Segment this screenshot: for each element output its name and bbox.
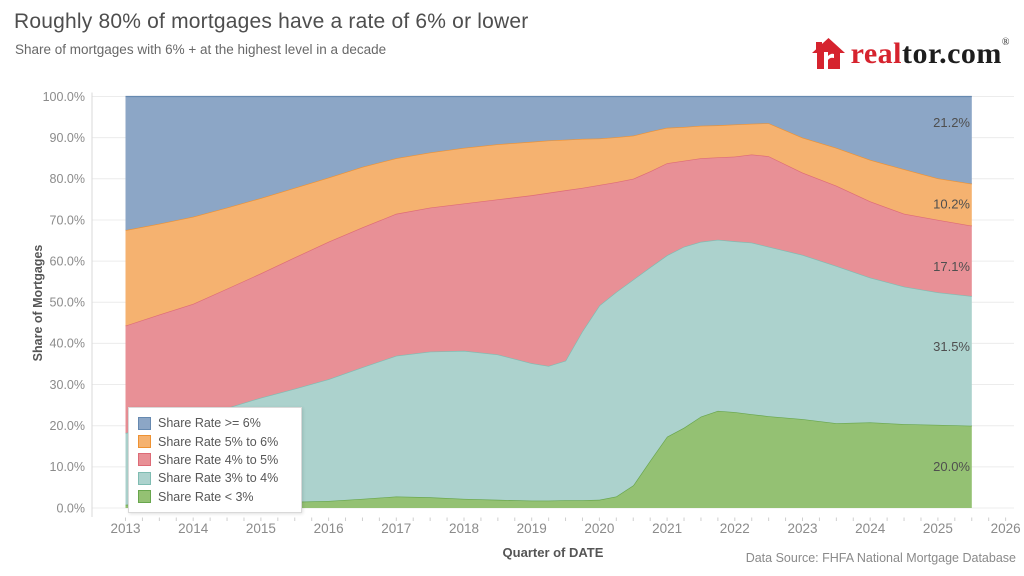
- legend-label: Share Rate 5% to 6%: [158, 434, 279, 449]
- y-tick-label: 10.0%: [50, 460, 85, 474]
- legend-label: Share Rate >= 6%: [158, 416, 261, 431]
- legend-item-share-rate-3-to-4[interactable]: Share Rate 3% to 4%: [138, 469, 291, 487]
- end-label-share-rate-5-to-6: 10.2%: [933, 197, 970, 212]
- x-tick-label: 2022: [720, 521, 750, 536]
- x-tick-label: 2016: [314, 521, 344, 536]
- realtor-logo[interactable]: realtor.com®: [811, 37, 1010, 70]
- x-tick-label: 2020: [584, 521, 614, 536]
- y-tick-label: 30.0%: [50, 378, 85, 392]
- legend-label: Share Rate < 3%: [158, 489, 254, 504]
- x-tick-label: 2017: [381, 521, 411, 536]
- area-share-rate-3-to-4[interactable]: [125, 239, 972, 505]
- legend-item-share-rate-3[interactable]: Share Rate < 3%: [138, 488, 291, 506]
- area-share-rate-5-to-6[interactable]: [125, 123, 972, 326]
- legend-label: Share Rate 4% to 5%: [158, 452, 279, 467]
- x-tick-label: 2021: [652, 521, 682, 536]
- x-axis-title: Quarter of DATE: [502, 545, 604, 560]
- y-tick-label: 20.0%: [50, 419, 85, 433]
- legend-swatch-icon: [138, 490, 151, 504]
- legend-swatch-icon: [138, 435, 151, 449]
- x-tick-label: 2024: [855, 521, 886, 536]
- y-tick-label: 100.0%: [43, 90, 85, 104]
- y-axis-title: Share of Mortgages: [31, 244, 45, 362]
- legend-item-share-rate-5-to-6[interactable]: Share Rate 5% to 6%: [138, 432, 291, 450]
- x-tick-label: 2025: [923, 521, 953, 536]
- end-label-share-rate-3: 20.0%: [933, 459, 970, 474]
- end-label-share-rate-3-to-4: 31.5%: [933, 339, 970, 354]
- house-icon: [811, 38, 845, 69]
- x-tick-label: 2023: [787, 521, 817, 536]
- legend-item-share-rate-6[interactable]: Share Rate >= 6%: [138, 414, 291, 432]
- y-tick-label: 70.0%: [50, 213, 85, 227]
- y-tick-label: 80.0%: [50, 172, 85, 186]
- x-tick-label: 2026: [991, 521, 1021, 536]
- x-tick-label: 2013: [110, 521, 140, 536]
- end-label-share-rate-4-to-5: 17.1%: [933, 259, 970, 274]
- x-tick-label: 2019: [517, 521, 547, 536]
- area-share-rate-6[interactable]: [125, 96, 972, 231]
- page-title: Roughly 80% of mortgages have a rate of …: [14, 10, 529, 33]
- registered-mark: ®: [1001, 37, 1010, 48]
- area-share-rate-4-to-5[interactable]: [125, 154, 972, 434]
- legend-swatch-icon: [138, 471, 151, 485]
- area-share-rate-3[interactable]: [125, 410, 972, 508]
- y-tick-label: 0.0%: [57, 501, 86, 515]
- chart-legend: Share Rate >= 6% Share Rate 5% to 6% Share…: [128, 407, 302, 513]
- legend-swatch-icon: [138, 453, 151, 467]
- y-tick-label: 50.0%: [50, 296, 85, 310]
- data-source-note: Data Source: FHFA National Mortgage Data…: [745, 551, 1016, 565]
- legend-item-share-rate-4-to-5[interactable]: Share Rate 4% to 5%: [138, 451, 291, 469]
- x-tick-label: 2015: [246, 521, 276, 536]
- legend-label: Share Rate 3% to 4%: [158, 471, 279, 486]
- y-tick-label: 40.0%: [50, 337, 85, 351]
- logo-text: realtor.com®: [850, 37, 1010, 70]
- page-subtitle: Share of mortgages with 6% + at the high…: [15, 42, 387, 57]
- legend-swatch-icon: [138, 416, 151, 430]
- end-label-share-rate-6: 21.2%: [933, 115, 970, 130]
- y-tick-label: 90.0%: [50, 131, 85, 145]
- y-tick-label: 60.0%: [50, 254, 85, 268]
- x-tick-label: 2018: [449, 521, 479, 536]
- x-tick-label: 2014: [178, 521, 209, 536]
